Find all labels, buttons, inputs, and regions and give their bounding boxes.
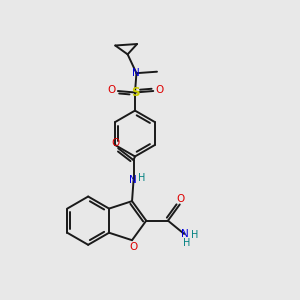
Text: H: H: [191, 230, 198, 240]
Text: O: O: [177, 194, 185, 204]
Text: H: H: [183, 238, 191, 248]
Text: S: S: [131, 86, 139, 99]
Text: N: N: [129, 175, 137, 185]
Text: O: O: [111, 138, 119, 148]
Text: H: H: [138, 173, 146, 183]
Text: O: O: [107, 85, 116, 94]
Text: N: N: [181, 229, 189, 239]
Text: N: N: [132, 68, 140, 78]
Text: O: O: [129, 242, 138, 252]
Text: O: O: [156, 85, 164, 94]
